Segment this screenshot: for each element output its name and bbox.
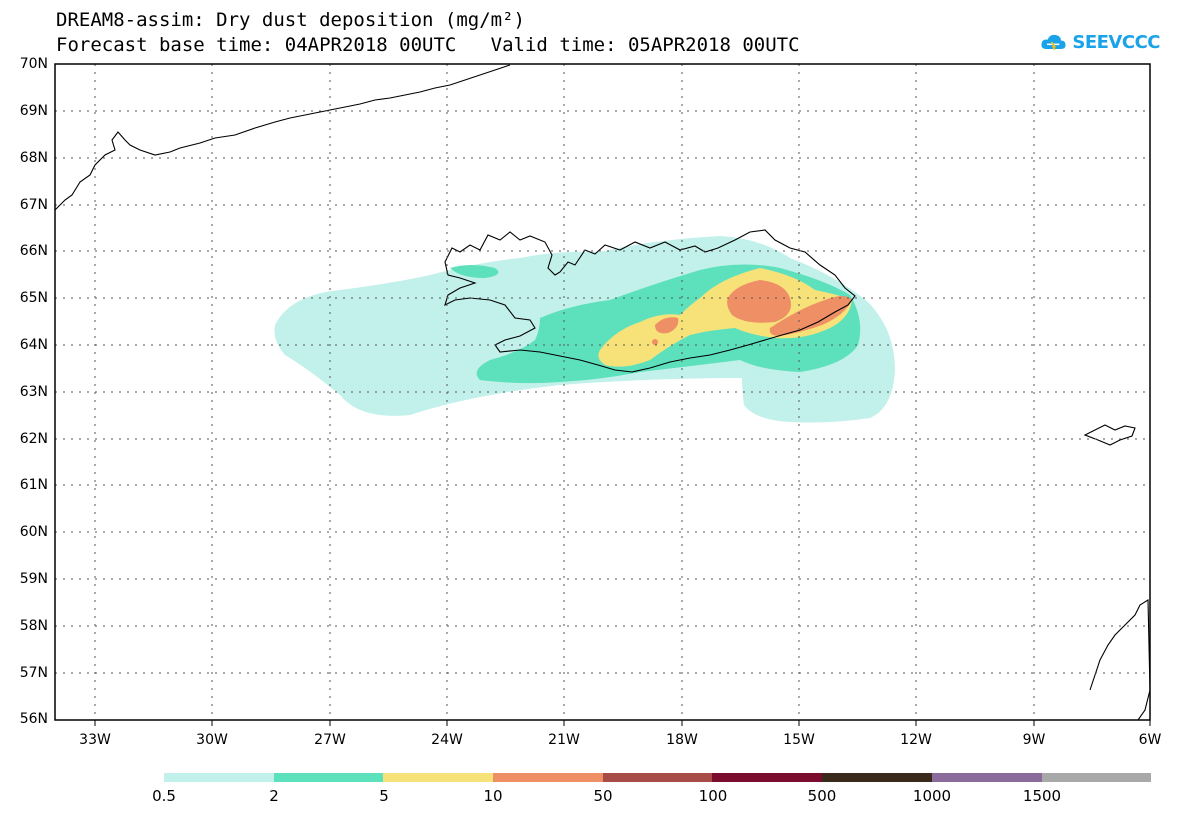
dust-level-2b bbox=[450, 265, 499, 278]
lon-label: 21W bbox=[548, 732, 580, 748]
seevccc-logo: SEEVCCC bbox=[1040, 26, 1160, 58]
lat-label: 67N bbox=[19, 197, 48, 213]
dust-level-10d bbox=[652, 339, 658, 345]
iceland-coastline bbox=[444, 229, 856, 373]
colorbar-swatch bbox=[1041, 773, 1152, 782]
gridlines bbox=[55, 64, 1150, 720]
colorbar-label: 1000 bbox=[912, 787, 952, 805]
lat-label: 60N bbox=[19, 524, 48, 540]
dust-level-10b bbox=[769, 296, 852, 336]
lon-label: 9W bbox=[1022, 732, 1046, 748]
chart-title: DREAM8-assim: Dry dust deposition (mg/m²… bbox=[56, 9, 525, 31]
lon-label: 30W bbox=[196, 732, 228, 748]
lat-label: 61N bbox=[19, 477, 48, 493]
dust-level-10c bbox=[655, 317, 679, 334]
colorbar-swatch bbox=[712, 773, 823, 782]
chart-subtitle: Forecast base time: 04APR2018 00UTC Vali… bbox=[56, 34, 800, 56]
coastlines bbox=[54, 64, 1151, 721]
colorbar-label: 2 bbox=[269, 787, 279, 805]
lat-label: 56N bbox=[19, 711, 48, 727]
colorbar-label: 0.5 bbox=[152, 787, 176, 805]
faroe-coastline bbox=[1083, 424, 1136, 446]
map-frame bbox=[54, 63, 1151, 721]
lat-label: 58N bbox=[19, 618, 48, 634]
greenland-coastline bbox=[54, 64, 511, 211]
lat-label: 66N bbox=[19, 243, 48, 259]
lon-label: 6W bbox=[1138, 732, 1162, 748]
colorbar-swatch bbox=[493, 773, 603, 782]
lat-label: 64N bbox=[19, 337, 48, 353]
colorbar-label: 10 bbox=[483, 787, 503, 805]
lon-label: 18W bbox=[666, 732, 698, 748]
colorbar-swatch bbox=[383, 773, 494, 782]
scotland-coastline bbox=[1089, 599, 1151, 721]
lat-label: 57N bbox=[19, 665, 48, 681]
lon-label: 27W bbox=[314, 732, 346, 748]
lat-label: 63N bbox=[19, 384, 48, 400]
cloud-icon bbox=[1041, 34, 1066, 51]
colorbar-swatch bbox=[164, 773, 274, 782]
colorbar bbox=[164, 773, 1152, 782]
lat-label: 69N bbox=[19, 103, 48, 119]
colorbar-label: 1500 bbox=[1022, 787, 1062, 805]
dust-level-10a bbox=[727, 280, 791, 323]
colorbar-label: 5 bbox=[379, 787, 389, 805]
colorbar-swatch bbox=[931, 773, 1042, 782]
colorbar-swatch bbox=[273, 773, 384, 782]
colorbar-label: 500 bbox=[807, 787, 837, 805]
logo-text: SEEVCCC bbox=[1072, 31, 1160, 53]
lat-label: 62N bbox=[19, 431, 48, 447]
axis-ticks bbox=[94, 720, 1151, 726]
lon-label: 33W bbox=[79, 732, 111, 748]
colorbar-label: 50 bbox=[593, 787, 613, 805]
lat-label: 65N bbox=[19, 290, 48, 306]
lon-label: 15W bbox=[783, 732, 815, 748]
colorbar-swatch bbox=[602, 773, 713, 782]
lon-label: 24W bbox=[431, 732, 463, 748]
lat-label: 59N bbox=[19, 571, 48, 587]
dust-level-5 bbox=[598, 268, 852, 367]
dust-field bbox=[274, 236, 895, 423]
lon-label: 12W bbox=[900, 732, 932, 748]
lat-label: 68N bbox=[19, 150, 48, 166]
colorbar-swatch bbox=[822, 773, 932, 782]
colorbar-label: 100 bbox=[698, 787, 728, 805]
lat-label: 70N bbox=[19, 56, 48, 72]
